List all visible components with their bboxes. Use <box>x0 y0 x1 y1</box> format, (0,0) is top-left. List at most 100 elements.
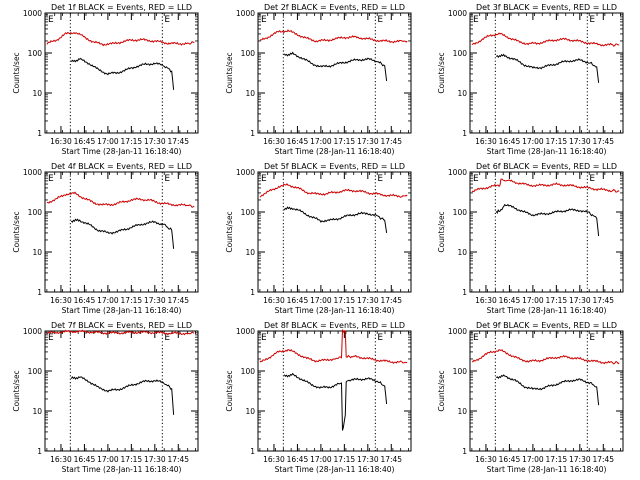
events-series-line <box>495 374 600 406</box>
x-tick-label: 17:30 <box>569 296 591 305</box>
detector-panel: Det 4f BLACK = Events, RED = LLD 1 10 100 10… <box>12 162 199 315</box>
y-tick-label: 1000 <box>23 168 42 177</box>
x-tick-label: 16:30 <box>263 137 285 146</box>
detector-panel: Det 8f BLACK = Events, RED = LLD 1 10 100 10… <box>225 321 412 474</box>
x-tick-label: 17:30 <box>569 455 591 464</box>
panel-title: Det 4f BLACK = Events, RED = LLD <box>51 162 192 171</box>
lld-series-line <box>259 29 408 44</box>
y-axis-label: Counts/sec <box>225 211 234 252</box>
y-tick-label: 1 <box>250 447 255 456</box>
y-tick-label: 100 <box>241 49 256 58</box>
x-tick-label: 17:00 <box>97 455 119 464</box>
panel-title: Det 7f BLACK = Events, RED = LLD <box>51 321 192 330</box>
y-tick-label: 10 <box>457 248 467 257</box>
marker-label-start: E <box>473 15 479 25</box>
x-axis-label: Start Time (28-Jan-11 16:18:40) <box>62 147 182 156</box>
x-tick-label: 16:30 <box>50 137 72 146</box>
y-tick-label: 1000 <box>448 9 467 18</box>
y-axis-label: Counts/sec <box>225 52 234 93</box>
y-tick-label: 1000 <box>23 327 42 336</box>
detector-panel: Det 6f BLACK = Events, RED = LLD 1 10 100 10… <box>437 162 624 315</box>
lld-series-line <box>259 183 408 198</box>
panel-title: Det 3f BLACK = Events, RED = LLD <box>476 3 617 12</box>
x-tick-label: 17:00 <box>310 455 332 464</box>
x-axis-label: Start Time (28-Jan-11 16:18:40) <box>62 465 182 474</box>
x-tick-label: 17:15 <box>546 137 568 146</box>
y-tick-label: 1 <box>250 288 255 297</box>
x-tick-label: 17:00 <box>522 296 544 305</box>
y-tick-label: 1 <box>37 288 42 297</box>
plot-frame <box>44 171 199 293</box>
x-axis-label: Start Time (28-Jan-11 16:18:40) <box>487 147 607 156</box>
y-tick-label: 100 <box>28 367 43 376</box>
x-tick-label: 17:00 <box>97 296 119 305</box>
x-tick-label: 17:45 <box>380 137 402 146</box>
plot-frame <box>257 12 412 134</box>
x-tick-label: 17:15 <box>546 455 568 464</box>
x-tick-label: 17:30 <box>569 137 591 146</box>
panel-title: Det 1f BLACK = Events, RED = LLD <box>51 3 192 12</box>
plot-frame <box>44 12 199 134</box>
x-tick-label: 17:15 <box>334 296 356 305</box>
x-axis-label: Start Time (28-Jan-11 16:18:40) <box>275 306 395 315</box>
marker-label-end: E <box>589 174 595 184</box>
x-tick-label: 17:45 <box>167 296 189 305</box>
x-tick-label: 17:45 <box>592 296 614 305</box>
events-series-line <box>283 51 388 82</box>
marker-label-start: E <box>473 333 479 343</box>
y-tick-label: 100 <box>241 208 256 217</box>
x-tick-label: 16:45 <box>287 137 309 146</box>
y-tick-label: 1 <box>462 288 467 297</box>
x-axis-label: Start Time (28-Jan-11 16:18:40) <box>487 306 607 315</box>
x-tick-label: 16:45 <box>287 455 309 464</box>
x-tick-label: 17:00 <box>310 296 332 305</box>
panel-title: Det 9f BLACK = Events, RED = LLD <box>476 321 617 330</box>
events-series-line <box>70 57 175 90</box>
x-tick-label: 16:45 <box>74 296 96 305</box>
x-tick-label: 16:30 <box>263 296 285 305</box>
marker-label-end: E <box>377 15 383 25</box>
x-tick-label: 16:45 <box>499 455 521 464</box>
marker-label-start: E <box>261 15 267 25</box>
x-tick-label: 17:00 <box>522 455 544 464</box>
detector-panel: Det 2f BLACK = Events, RED = LLD 1 10 100 10… <box>225 3 412 156</box>
x-tick-label: 16:45 <box>499 296 521 305</box>
marker-label-end: E <box>589 333 595 343</box>
y-axis-label: Counts/sec <box>12 370 21 411</box>
y-tick-label: 10 <box>457 407 467 416</box>
marker-label-end: E <box>589 15 595 25</box>
lld-series-line <box>471 32 620 47</box>
marker-label-end: E <box>377 174 383 184</box>
x-tick-label: 17:30 <box>357 296 379 305</box>
y-tick-label: 1000 <box>448 168 467 177</box>
y-tick-label: 1000 <box>236 9 255 18</box>
x-axis-label: Start Time (28-Jan-11 16:18:40) <box>487 465 607 474</box>
detector-panel: Det 3f BLACK = Events, RED = LLD 1 10 100 10… <box>437 3 624 156</box>
y-tick-label: 1 <box>462 447 467 456</box>
marker-label-start: E <box>473 174 479 184</box>
x-tick-label: 17:45 <box>167 455 189 464</box>
y-tick-label: 1000 <box>23 9 42 18</box>
x-tick-label: 17:45 <box>167 137 189 146</box>
x-tick-label: 16:45 <box>499 137 521 146</box>
plot-frame <box>44 330 199 452</box>
events-series-line <box>495 53 600 83</box>
x-axis-label: Start Time (28-Jan-11 16:18:40) <box>62 306 182 315</box>
x-tick-label: 17:15 <box>334 137 356 146</box>
marker-label-start: E <box>48 15 54 25</box>
y-tick-label: 1 <box>250 129 255 138</box>
x-axis-label: Start Time (28-Jan-11 16:18:40) <box>275 465 395 474</box>
detector-panel: Det 5f BLACK = Events, RED = LLD 1 10 100 10… <box>225 162 412 315</box>
plot-frame <box>257 171 412 293</box>
events-series-line <box>283 372 388 431</box>
marker-label-start: E <box>48 333 54 343</box>
lld-series-line <box>259 329 408 365</box>
x-tick-label: 17:00 <box>522 137 544 146</box>
marker-label-end: E <box>164 15 170 25</box>
y-tick-label: 100 <box>28 49 43 58</box>
marker-label-start: E <box>48 174 54 184</box>
panel-title: Det 6f BLACK = Events, RED = LLD <box>476 162 617 171</box>
marker-label-start: E <box>261 333 267 343</box>
y-tick-label: 10 <box>457 89 467 98</box>
